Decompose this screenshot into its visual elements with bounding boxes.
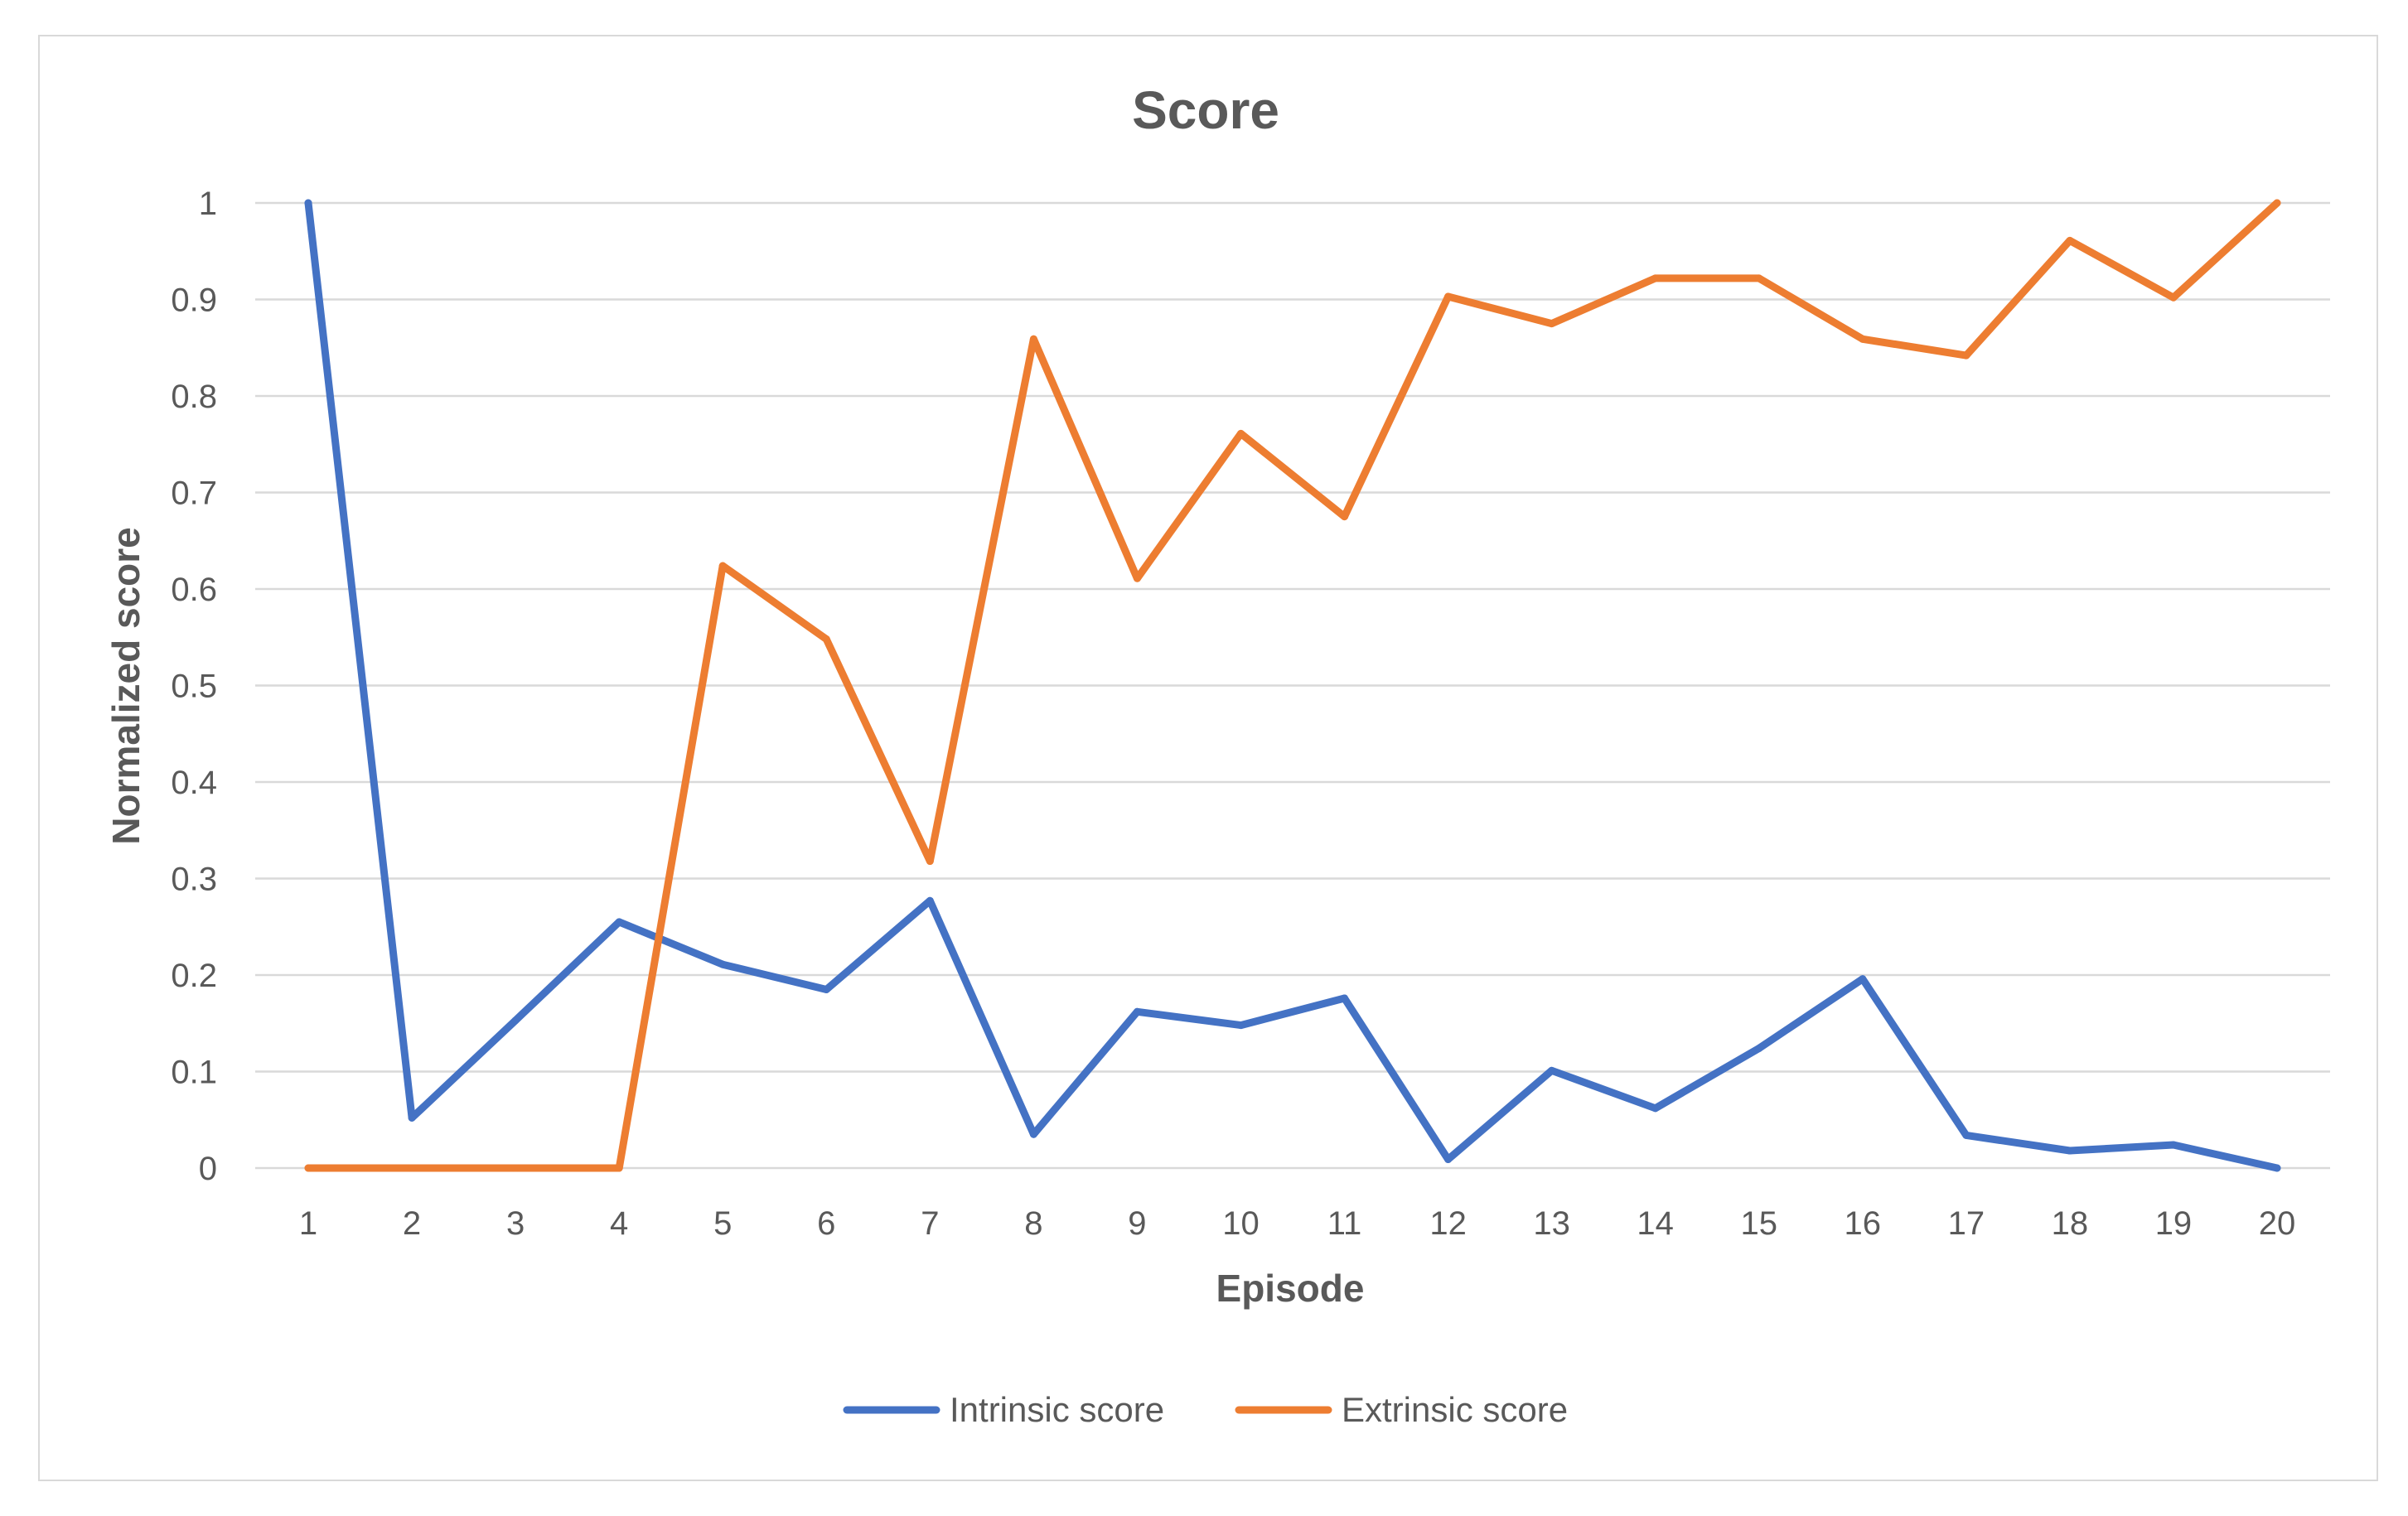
x-tick-label: 7 <box>921 1205 939 1242</box>
data-point-extrinsic-score <box>1548 320 1556 328</box>
legend: Intrinsic score Extrinsic score <box>843 1390 1568 1429</box>
data-point-extrinsic-score <box>1236 429 1245 437</box>
x-tick-label: 18 <box>2052 1205 2089 1242</box>
y-axis-title: Normalized score <box>104 527 147 844</box>
data-point-extrinsic-score <box>511 1164 520 1172</box>
y-tick-label: 0.2 <box>171 958 217 994</box>
y-tick-label: 0.1 <box>171 1055 217 1091</box>
y-tick-label: 0.4 <box>171 765 217 801</box>
x-axis-tick-labels: 1 2 3 4 5 6 7 8 9 10 11 12 13 14 15 16 17 18 19 20 <box>299 1205 2295 1242</box>
y-tick-label: 0.7 <box>171 476 217 512</box>
x-tick-label: 2 <box>403 1205 421 1242</box>
data-point-extrinsic-score <box>1962 351 1970 360</box>
x-tick-label: 10 <box>1222 1205 1260 1242</box>
data-point-intrinsic-score <box>1859 975 1867 983</box>
data-point-extrinsic-score <box>822 635 830 644</box>
x-tick-label: 1 <box>299 1205 317 1242</box>
x-tick-label: 16 <box>1845 1205 1882 1242</box>
chart-title: Score <box>1132 80 1279 140</box>
y-tick-label: 0 <box>199 1151 217 1187</box>
x-tick-label: 12 <box>1429 1205 1467 1242</box>
data-point-intrinsic-score <box>304 199 312 207</box>
data-point-extrinsic-score <box>2066 236 2074 244</box>
data-point-extrinsic-score <box>1651 274 1660 282</box>
legend-label-extrinsic-score: Extrinsic score <box>1342 1390 1568 1429</box>
data-point-extrinsic-score <box>408 1164 416 1172</box>
legend-label-intrinsic-score: Intrinsic score <box>950 1390 1164 1429</box>
y-tick-label: 0.6 <box>171 572 217 608</box>
x-axis-title: Episode <box>1216 1267 1365 1310</box>
x-tick-label: 14 <box>1637 1205 1674 1242</box>
x-tick-label: 17 <box>1948 1205 1985 1242</box>
data-point-intrinsic-score <box>1133 1007 1141 1016</box>
data-point-intrinsic-score <box>718 960 727 968</box>
data-point-extrinsic-score <box>1133 574 1141 582</box>
data-point-extrinsic-score <box>1029 335 1037 343</box>
y-tick-label: 0.5 <box>171 669 217 705</box>
data-point-intrinsic-score <box>1029 1130 1037 1138</box>
x-tick-label: 4 <box>610 1205 628 1242</box>
data-point-intrinsic-score <box>2169 1141 2178 1149</box>
data-point-intrinsic-score <box>408 1113 416 1122</box>
data-point-intrinsic-score <box>1341 994 1349 1002</box>
data-point-extrinsic-score <box>926 857 934 866</box>
x-tick-label: 13 <box>1533 1205 1570 1242</box>
y-axis-tick-labels: 0 0.1 0.2 0.3 0.4 0.5 0.6 0.7 0.8 0.9 1 <box>171 186 217 1187</box>
data-point-intrinsic-score <box>511 1016 520 1025</box>
data-point-extrinsic-score <box>718 562 727 570</box>
x-tick-label: 9 <box>1128 1205 1146 1242</box>
x-tick-label: 8 <box>1024 1205 1042 1242</box>
data-point-extrinsic-score <box>2169 293 2178 302</box>
x-tick-label: 3 <box>506 1205 525 1242</box>
series-line-extrinsic-score <box>304 199 2281 1172</box>
data-point-extrinsic-score <box>1444 292 1453 301</box>
data-point-intrinsic-score <box>1651 1104 1660 1113</box>
data-point-intrinsic-score <box>2066 1147 2074 1155</box>
data-point-intrinsic-score <box>1548 1066 1556 1074</box>
y-tick-label: 1 <box>199 186 217 222</box>
data-point-intrinsic-score <box>1236 1021 1245 1030</box>
data-point-extrinsic-score <box>1341 513 1349 521</box>
x-tick-label: 5 <box>713 1205 732 1242</box>
chart-frame <box>38 35 2378 1481</box>
series-line-intrinsic-score <box>304 199 2281 1172</box>
data-point-intrinsic-score <box>1962 1131 1970 1139</box>
x-tick-label: 11 <box>1327 1205 1362 1242</box>
y-tick-label: 0.8 <box>171 379 217 415</box>
y-tick-label: 0.9 <box>171 282 217 319</box>
data-point-extrinsic-score <box>304 1164 312 1172</box>
x-tick-label: 15 <box>1740 1205 1777 1242</box>
data-point-intrinsic-score <box>2273 1164 2281 1172</box>
data-point-extrinsic-score <box>1859 335 1867 343</box>
data-point-intrinsic-score <box>1444 1156 1453 1164</box>
data-point-intrinsic-score <box>822 985 830 993</box>
data-point-extrinsic-score <box>1755 274 1763 282</box>
y-tick-label: 0.3 <box>171 862 217 898</box>
x-tick-label: 20 <box>2259 1205 2296 1242</box>
series-lines <box>304 199 2281 1172</box>
x-tick-label: 6 <box>817 1205 835 1242</box>
x-tick-label: 19 <box>2155 1205 2193 1242</box>
data-point-intrinsic-score <box>1755 1045 1763 1053</box>
data-point-intrinsic-score <box>615 918 623 926</box>
data-point-intrinsic-score <box>926 896 934 905</box>
data-point-extrinsic-score <box>2273 199 2281 207</box>
gridlines <box>255 201 2330 1170</box>
data-point-extrinsic-score <box>615 1164 623 1172</box>
